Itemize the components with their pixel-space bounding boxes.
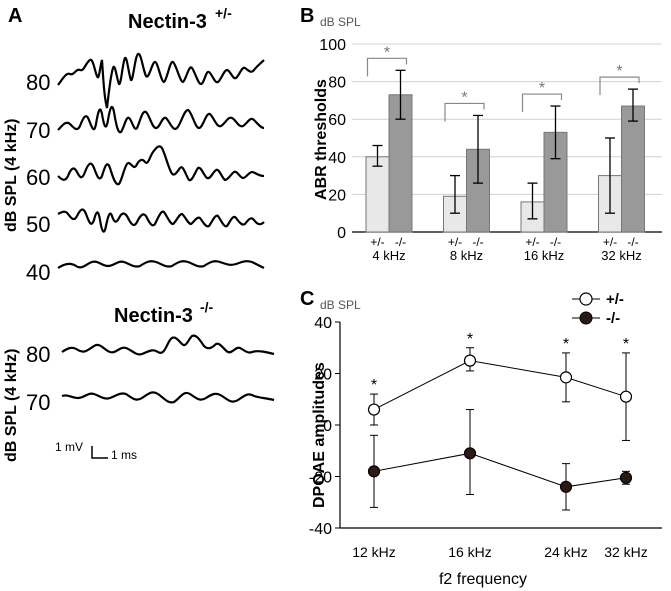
significance-star-1: * <box>461 89 467 106</box>
trace-80db-ko <box>61 334 275 356</box>
y-tick-label--20: -20 <box>309 470 332 487</box>
panel-b-ylabel: ABR thresholds <box>313 79 330 200</box>
panel-b-bars: * * * * <box>365 44 645 233</box>
y-tick-label-60: 60 <box>328 112 346 129</box>
point-het-1 <box>463 354 477 367</box>
point-ko-3 <box>619 471 633 484</box>
group-label-het-2: +/- <box>525 235 539 249</box>
group2-superscript: -/- <box>200 299 214 315</box>
significance-star-0: * <box>384 44 390 61</box>
panel-c-legend: +/- -/- <box>572 291 624 327</box>
y-tick-label-40: 40 <box>314 315 332 332</box>
panel-c-ylabel: DPOAE amplitudes <box>311 362 328 508</box>
level-label-40: 40 <box>26 260 50 285</box>
group-label-ko-1: -/- <box>472 235 483 249</box>
significance-bracket-0 <box>366 57 408 77</box>
y-tick-label--40: -40 <box>309 521 332 538</box>
group1-title: Nectin-3 <box>128 11 207 33</box>
point-ko-2 <box>559 480 573 493</box>
trace-40db <box>57 260 265 269</box>
level-label-80-ko: 80 <box>26 342 50 367</box>
group-label-ko-0: -/- <box>395 235 406 249</box>
group-label-het-0: +/- <box>370 235 384 249</box>
y-tick-label-100: 100 <box>319 37 346 54</box>
legend-label-ko: -/- <box>606 310 620 327</box>
significance-star-3: * <box>616 63 622 80</box>
legend-marker-ko <box>579 311 593 325</box>
trace-70db-ko <box>61 391 275 404</box>
y-tick-label-40: 40 <box>328 150 346 167</box>
panel-b-units: dB SPL <box>320 15 361 29</box>
group2-ylabel: dB SPL (4 kHz) <box>3 349 20 463</box>
level-label-50: 50 <box>26 212 50 237</box>
point-ko-1 <box>463 447 477 460</box>
group-label-ko-3: -/- <box>627 235 638 249</box>
trace-70db <box>57 105 265 134</box>
level-label-60: 60 <box>26 165 50 190</box>
significance-bracket-3 <box>599 76 640 96</box>
group1-superscript: +/- <box>215 5 232 21</box>
legend-label-het: +/- <box>606 291 624 308</box>
y-tick-label-80: 80 <box>328 75 346 92</box>
panel-c-label: C <box>300 288 314 310</box>
trace-60db <box>57 145 265 186</box>
panel-c: C dB SPL DPOAE amplitudes f2 frequency -… <box>300 288 662 588</box>
panel-c-units: dB SPL <box>320 298 361 312</box>
panel-a-label: A <box>8 5 22 27</box>
series-line-het <box>373 360 627 410</box>
panel-a: A Nectin-3 +/- 80 70 60 50 40 dB SPL (4 … <box>3 5 275 463</box>
level-label-70: 70 <box>26 118 50 143</box>
level-label-80: 80 <box>26 70 50 95</box>
trace-80db <box>57 52 265 109</box>
bar-ko-3 <box>621 105 645 233</box>
group2-title: Nectin-3 <box>114 305 193 327</box>
category-label-2: 16 kHz <box>524 248 564 263</box>
panel-c-xlabel: f2 frequency <box>439 571 527 588</box>
panel-b-x-labels: +/- -/-4 kHz+/- -/-8 kHz+/- -/-16 kHz+/- -/-… <box>370 235 641 263</box>
legend-marker-het <box>579 292 593 306</box>
x-tick-label-1: 16 kHz <box>448 544 492 560</box>
panel-c-plot: * * * * <box>367 331 633 511</box>
category-label-1: 8 kHz <box>450 248 483 263</box>
point-het-0 <box>367 403 381 416</box>
significance-star-2: * <box>539 80 545 97</box>
level-label-70-ko: 70 <box>26 390 50 415</box>
y-tick-label-0: 0 <box>337 225 346 242</box>
scale-bar <box>91 446 108 459</box>
significance-star-3: * <box>623 336 629 353</box>
point-het-2 <box>559 371 573 384</box>
panel-c-axes: -40 -20 0 20 40 12 kHz 16 kHz 24 kHz 32 kHz <box>309 315 662 560</box>
scale-bar-voltage: 1 mV <box>55 440 83 454</box>
series-line-ko <box>373 452 627 488</box>
x-tick-label-3: 32 kHz <box>604 544 648 560</box>
panel-b-y-ticks: 0 20 40 60 80 100 <box>319 37 346 242</box>
group1-ylabel: dB SPL (4 kHz) <box>3 119 20 233</box>
group-label-ko-2: -/- <box>550 235 561 249</box>
group-label-het-1: +/- <box>448 235 462 249</box>
trace-50db <box>57 208 265 233</box>
point-het-3 <box>619 390 633 403</box>
scale-bar-time: 1 ms <box>111 448 137 462</box>
x-tick-label-2: 24 kHz <box>544 544 588 560</box>
category-label-3: 32 kHz <box>601 248 641 263</box>
significance-star-1: * <box>467 331 473 348</box>
x-tick-label-0: 12 kHz <box>352 544 396 560</box>
bar-het-0 <box>365 156 390 233</box>
category-label-0: 4 kHz <box>372 248 405 263</box>
panel-b-label: B <box>300 5 314 27</box>
y-tick-label-0: 0 <box>323 418 332 435</box>
significance-star-2: * <box>563 336 569 353</box>
significance-star-0: * <box>371 377 377 394</box>
significance-bracket-1 <box>444 102 485 122</box>
y-tick-label-20: 20 <box>314 367 332 384</box>
group-label-het-3: +/- <box>603 235 617 249</box>
y-tick-label-20: 20 <box>328 187 346 204</box>
significance-bracket-2 <box>521 93 563 113</box>
point-ko-0 <box>367 465 381 478</box>
